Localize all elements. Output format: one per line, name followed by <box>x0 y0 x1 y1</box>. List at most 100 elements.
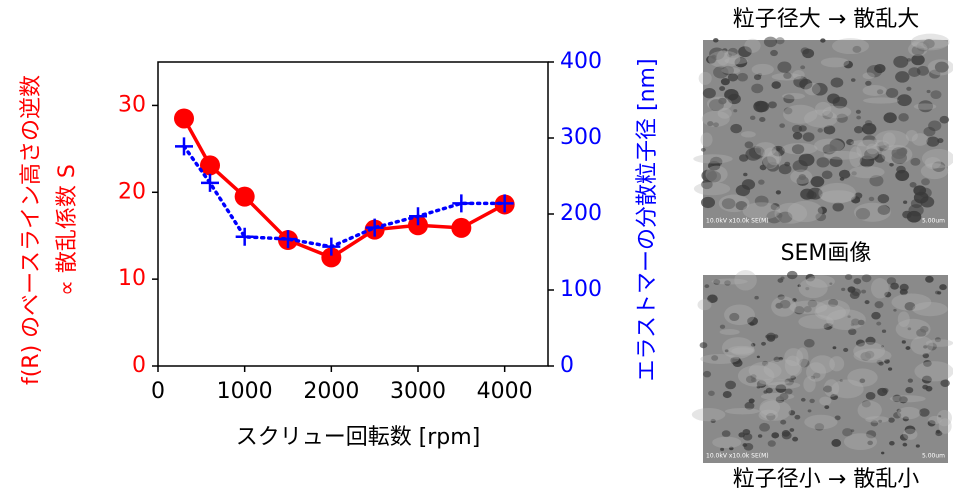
plus-marker <box>279 230 297 249</box>
sem-pore <box>775 37 785 45</box>
sem-pore <box>929 69 941 79</box>
sem-pore <box>753 74 762 81</box>
sem-pore <box>907 378 913 383</box>
sem-pore <box>810 375 816 380</box>
sem-highlight <box>759 378 790 386</box>
x-tick-label: 3000 <box>390 379 446 404</box>
sem-pore <box>889 162 894 167</box>
sem-pore <box>830 393 839 401</box>
sem-pore <box>832 346 837 350</box>
y-tick-label: 30 <box>118 92 146 117</box>
sem-scale: 5.00um <box>922 218 945 225</box>
sem-pore <box>809 398 815 404</box>
sem-pore <box>805 273 816 282</box>
sem-pore <box>757 72 763 77</box>
sem-pore <box>792 436 799 442</box>
sem-highlight <box>925 339 953 347</box>
sem-pore <box>729 312 740 322</box>
sem-pore <box>842 428 853 437</box>
y-tick-label: 20 <box>118 179 146 204</box>
sem-pore <box>909 182 917 188</box>
sem-highlight <box>693 182 731 196</box>
plus-marker <box>322 237 341 256</box>
sem-pore <box>713 38 719 43</box>
sem-pore <box>876 89 884 95</box>
sem-pore <box>830 77 844 88</box>
sem-highlight <box>853 348 892 363</box>
sem-pore <box>864 350 875 359</box>
sem-pore <box>761 360 769 366</box>
sem-pore <box>839 379 843 383</box>
sem-pore <box>821 170 833 180</box>
sem-pore <box>905 387 914 394</box>
sem-pore <box>895 169 910 181</box>
sem-highlight <box>771 72 802 81</box>
sem-pore <box>919 187 932 198</box>
sem-pore <box>761 341 766 346</box>
y2-tick-label: 100 <box>560 277 602 302</box>
sem-highlight <box>724 57 748 65</box>
sem-pore <box>768 101 777 109</box>
sem-pore <box>915 444 920 448</box>
sem-highlight <box>697 299 712 311</box>
sem-pore <box>864 120 873 126</box>
sem-highlight <box>928 415 942 425</box>
sem-highlight <box>744 38 761 53</box>
sem-pore <box>738 46 752 58</box>
sem-pore <box>923 359 932 367</box>
sem-highlight <box>938 418 952 434</box>
sem-pore <box>727 73 738 82</box>
sem-highlight <box>717 107 732 119</box>
sem-pore <box>868 196 875 202</box>
sem-highlight <box>862 72 875 80</box>
sem-pore <box>935 429 941 434</box>
sem-pore <box>834 415 841 421</box>
sem-pore <box>850 429 855 433</box>
sem-highlight <box>809 355 835 374</box>
sem-pore <box>874 63 886 74</box>
sem-pore <box>893 411 902 419</box>
sem-highlight <box>728 345 755 354</box>
sem-pore <box>817 206 827 215</box>
sem-pore <box>711 355 719 361</box>
sem-pore <box>706 170 722 183</box>
y2-tick-label: 200 <box>560 201 602 226</box>
sem-pore <box>778 163 792 175</box>
plus-marker <box>452 194 471 213</box>
sem-highlight <box>889 395 926 403</box>
sem-pore <box>737 72 748 82</box>
y2-tick-label: 0 <box>560 353 574 378</box>
sem-pore <box>851 171 857 176</box>
sem-pore <box>884 359 890 364</box>
sem-pore <box>913 185 927 196</box>
sem-background <box>703 40 948 228</box>
sem-pore <box>734 57 748 68</box>
sem-pore <box>934 61 949 73</box>
sem-pore <box>816 157 830 168</box>
sem-highlight <box>762 147 780 169</box>
sem-highlight <box>804 109 838 128</box>
sem-highlight <box>881 144 913 164</box>
sem-highlight <box>924 156 941 170</box>
sem-pore <box>758 179 765 185</box>
sem-pore <box>925 385 933 392</box>
sem-pore <box>843 60 854 69</box>
sem-highlight <box>818 182 857 204</box>
sem-pore <box>851 318 860 326</box>
sem-pore <box>747 316 758 326</box>
sem-highlight <box>767 381 801 389</box>
sem-pore <box>923 39 935 49</box>
sem-pore <box>881 329 887 333</box>
sem-highlight <box>910 336 934 355</box>
sem-highlight <box>760 392 795 401</box>
sem-pore <box>778 356 783 361</box>
sem-pore <box>783 94 795 104</box>
sem-pore <box>759 164 767 171</box>
sem-pore <box>911 45 925 56</box>
sem-pore <box>865 80 872 86</box>
sem-highlight <box>700 132 713 147</box>
sem-pore <box>780 276 785 280</box>
sem-highlight <box>814 304 847 321</box>
sem-pore <box>876 141 889 152</box>
sem-highlight <box>748 361 782 380</box>
